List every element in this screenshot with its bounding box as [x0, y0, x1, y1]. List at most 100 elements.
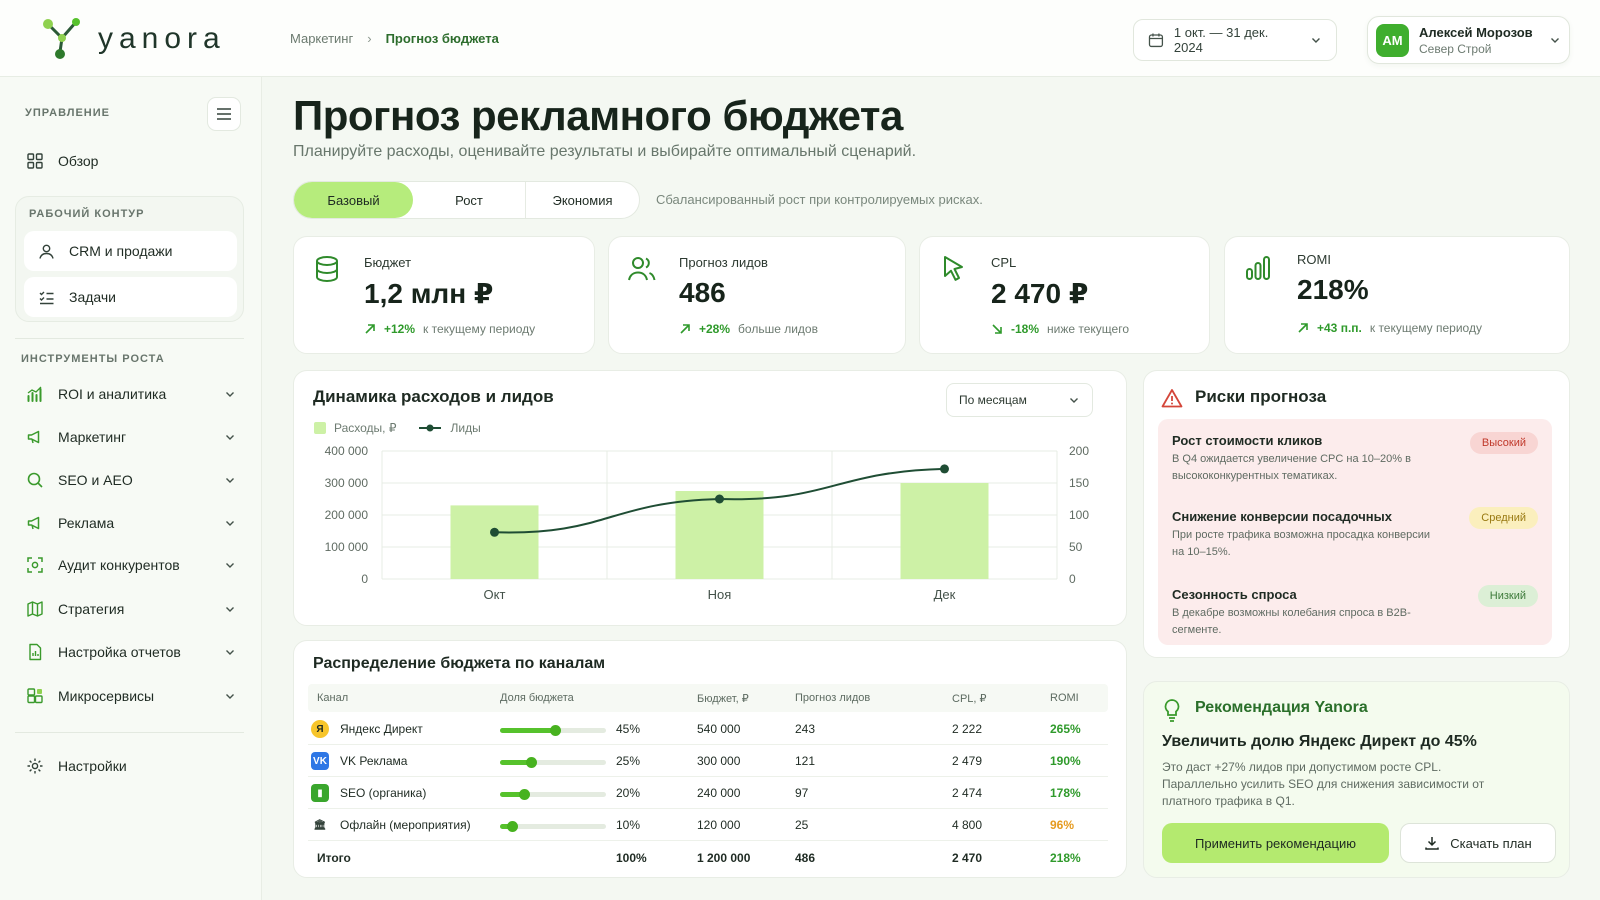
menu-toggle-button[interactable] [207, 97, 241, 131]
kpi-label: CPL [991, 255, 1017, 270]
logo[interactable]: yanora [40, 16, 226, 62]
chevron-down-icon [226, 435, 234, 440]
channel-name: SEO (органика) [340, 786, 427, 800]
table-row[interactable] [308, 809, 1108, 841]
sidebar-item-overview[interactable]: Обзор [26, 152, 236, 170]
share-bar-fill [500, 792, 525, 797]
legend-label-leads: Лиды [450, 421, 481, 435]
table-header [308, 684, 1108, 712]
building-icon: 🏛 [313, 819, 327, 831]
channel-share: 20% [616, 786, 641, 800]
chevron-right-icon: › [367, 31, 372, 46]
table-row[interactable] [308, 777, 1108, 809]
search-icon [27, 472, 43, 488]
risk-badge-low: Низкий [1477, 585, 1538, 607]
top-bar: yanora Маркетинг › Прогноз бюджета 1 окт… [0, 0, 1600, 77]
lightbulb-icon [1164, 699, 1180, 722]
sidebar-item-microservices[interactable]: Микросервисы [26, 687, 236, 705]
sidebar-item-label: Маркетинг [58, 429, 127, 445]
sidebar-item-reports[interactable]: Настройка отчетов [26, 643, 236, 661]
point-leads [715, 494, 724, 504]
kpi-trend: +28% больше лидов [679, 322, 818, 336]
share-bar-fill [500, 728, 555, 733]
download-plan-button[interactable]: Скачать план [1400, 823, 1556, 863]
chart-title: Динамика расходов и лидов [313, 387, 554, 406]
legend-swatch-leads [419, 424, 442, 432]
user-menu[interactable]: АМ Алексей Морозов Север Строй [1367, 16, 1570, 64]
date-range-picker[interactable]: 1 окт. — 31 дек. 2024 [1133, 19, 1337, 61]
channel-share: 10% [616, 818, 641, 832]
apply-recommendation-button[interactable]: Применить рекомендацию [1162, 823, 1389, 863]
channel-name: Офлайн (мероприятия) [340, 818, 471, 832]
total-label: Итого [317, 851, 351, 865]
period-select[interactable]: По месяцам [946, 383, 1093, 417]
vk-icon: VK [311, 752, 329, 770]
share-bar-knob [549, 725, 561, 736]
kpi-value: 1,2 млн ₽ [364, 278, 494, 309]
sidebar-item-label: Аудит конкурентов [58, 557, 180, 573]
sidebar-item-label: ROI и аналитика [58, 386, 167, 402]
sidebar-item-label: SEO и AEO [58, 472, 133, 488]
tab-scenario-base[interactable]: Базовый [294, 182, 413, 218]
channel-name: VK Реклама [340, 754, 408, 768]
sidebar-item-crm[interactable]: CRM и продажи [24, 231, 237, 271]
user-name: Алексей Морозов [1419, 24, 1533, 40]
x-tick: Дек [934, 587, 956, 602]
share-bar [500, 725, 606, 736]
share-bar-fill [500, 824, 513, 829]
table-row[interactable] [308, 713, 1108, 745]
table-row[interactable] [308, 745, 1108, 777]
y-tick-left: 0 [361, 572, 368, 586]
sidebar-item-seo[interactable]: SEO и AEO [26, 471, 236, 489]
risks-list: Рост стоимости кликов В Q4 ожидается уве… [1158, 419, 1552, 645]
kpi-note: больше лидов [738, 322, 818, 336]
sidebar-item-tasks[interactable]: Задачи [24, 277, 237, 317]
total-leads: 486 [795, 851, 816, 865]
sidebar-item-marketing[interactable]: Маркетинг [26, 428, 236, 446]
channel-budget: 300 000 [697, 754, 741, 768]
section-label-tools: ИНСТРУМЕНТЫ РОСТА [21, 353, 165, 365]
user-icon [39, 244, 54, 259]
kpi-card-leads: Прогноз лидов 486 +28% больше лидов [608, 236, 906, 354]
sidebar-item-competitors[interactable]: Аудит конкурентов [26, 556, 236, 574]
download-plan-label: Скачать план [1450, 835, 1532, 851]
chevron-down-icon [1551, 38, 1559, 43]
risk-badge-medium: Средний [1469, 507, 1538, 529]
sidebar-item-settings[interactable]: Настройки [26, 757, 236, 775]
bar-spend [450, 505, 539, 579]
x-tick: Окт [484, 587, 506, 602]
sidebar-item-strategy[interactable]: Стратегия [26, 600, 236, 618]
sidebar-item-label: Задачи [69, 289, 117, 305]
kpi-label: ROMI [1297, 252, 1331, 267]
map-icon [27, 601, 43, 617]
tab-scenario-growth[interactable]: Рост [413, 182, 526, 218]
channel-leads: 25 [795, 818, 809, 832]
page-title: Прогноз рекламного бюджета [293, 92, 903, 139]
channel-romi: 178% [1050, 786, 1081, 800]
kpi-note: к текущему периоду [1369, 321, 1482, 335]
share-bar-knob [507, 821, 519, 832]
tab-scenario-economy[interactable]: Экономия [552, 192, 613, 208]
sidebar-item-roi[interactable]: ROI и аналитика [26, 385, 236, 403]
chevron-down-icon [226, 521, 234, 526]
y-tick-left: 300 000 [325, 476, 369, 490]
megaphone-icon [27, 430, 40, 444]
chevron-down-icon [1070, 398, 1078, 403]
sidebar-item-ads[interactable]: Реклама [26, 514, 236, 532]
y-tick-left: 100 000 [325, 540, 369, 554]
channel-budget: 540 000 [697, 722, 741, 736]
channel-romi: 96% [1050, 818, 1075, 832]
risks-card: Риски прогноза Рост стоимости кликов В Q… [1143, 370, 1570, 658]
avatar: АМ [1376, 23, 1409, 57]
channel-share: 25% [616, 754, 641, 768]
section-label-work: РАБОЧИЙ КОНТУР [29, 208, 145, 220]
total-romi: 218% [1050, 851, 1081, 865]
hamburger-icon [217, 108, 231, 120]
users-icon [628, 257, 656, 281]
page-subtitle: Планируйте расходы, оценивайте результат… [293, 143, 917, 160]
share-bar-knob [519, 789, 531, 800]
checklist-icon [39, 291, 54, 304]
breadcrumb-parent[interactable]: Маркетинг [290, 31, 354, 46]
logo-icon [43, 18, 80, 59]
kpi-delta: -18% [1011, 322, 1040, 336]
